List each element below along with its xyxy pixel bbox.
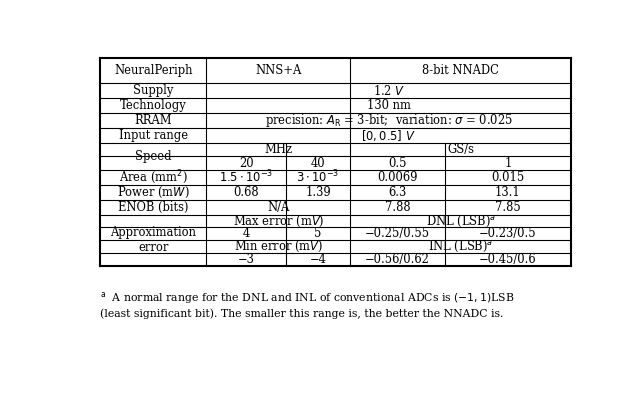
Text: 7.85: 7.85 [495, 201, 521, 214]
Text: Power (m$W$): Power (m$W$) [116, 185, 189, 200]
Text: $[0, 0.5]$ $V$: $[0, 0.5]$ $V$ [362, 128, 416, 143]
Text: Area (mm$^2$): Area (mm$^2$) [119, 168, 188, 186]
Text: −4: −4 [310, 253, 326, 266]
Text: Input range: Input range [118, 129, 188, 142]
Text: 6.3: 6.3 [388, 186, 406, 199]
Text: NNS+A: NNS+A [255, 64, 301, 77]
Text: N/A: N/A [268, 201, 289, 214]
Text: −3: −3 [237, 253, 255, 266]
Text: 4: 4 [243, 227, 250, 240]
Text: 20: 20 [239, 157, 253, 170]
Text: Approximation
error: Approximation error [110, 226, 196, 254]
Text: Min error (m$V$): Min error (m$V$) [234, 239, 323, 254]
Text: 1: 1 [504, 157, 511, 170]
Text: 130 nm: 130 nm [367, 99, 411, 112]
Text: GS/s: GS/s [447, 143, 474, 156]
Text: −0.25/0.55: −0.25/0.55 [365, 227, 430, 240]
Text: −0.45/0.6: −0.45/0.6 [479, 253, 536, 266]
Text: MHz: MHz [264, 143, 292, 156]
Text: 7.88: 7.88 [385, 201, 410, 214]
Text: −0.23/0.5: −0.23/0.5 [479, 227, 536, 240]
Text: 1.39: 1.39 [305, 186, 331, 199]
Text: 0.0069: 0.0069 [377, 171, 418, 184]
Text: Supply: Supply [133, 84, 173, 97]
Text: 0.5: 0.5 [388, 157, 406, 170]
Text: ENOB (bits): ENOB (bits) [118, 201, 188, 214]
Text: INL (LSB)$^a$: INL (LSB)$^a$ [428, 239, 493, 254]
Text: $^\mathrm{a}$  A normal range for the DNL and INL of conventional ADCs is $(-1, : $^\mathrm{a}$ A normal range for the DNL… [100, 291, 515, 319]
Text: 0.015: 0.015 [491, 171, 524, 184]
Text: precision: $A_\mathrm{R}$ = 3-bit;  variation: $\sigma$ = 0.025: precision: $A_\mathrm{R}$ = 3-bit; varia… [265, 112, 513, 129]
Text: 1.2 $V$: 1.2 $V$ [372, 83, 405, 98]
Text: NeuralPeriph: NeuralPeriph [114, 64, 193, 77]
Text: Max error (m$V$): Max error (m$V$) [233, 214, 324, 229]
Text: 0.68: 0.68 [234, 186, 259, 199]
Text: DNL (LSB)$^a$: DNL (LSB)$^a$ [426, 214, 496, 229]
Text: −0.56/0.62: −0.56/0.62 [365, 253, 430, 266]
Text: $3 \cdot 10^{-3}$: $3 \cdot 10^{-3}$ [296, 169, 340, 186]
Text: Technology: Technology [120, 99, 186, 112]
Text: $1.5 \cdot 10^{-3}$: $1.5 \cdot 10^{-3}$ [219, 169, 273, 186]
Text: Speed: Speed [135, 150, 172, 163]
Text: RRAM: RRAM [134, 114, 172, 127]
Text: 13.1: 13.1 [495, 186, 521, 199]
Text: 8-bit NNADC: 8-bit NNADC [422, 64, 499, 77]
Text: 5: 5 [314, 227, 322, 240]
Text: 40: 40 [311, 157, 325, 170]
